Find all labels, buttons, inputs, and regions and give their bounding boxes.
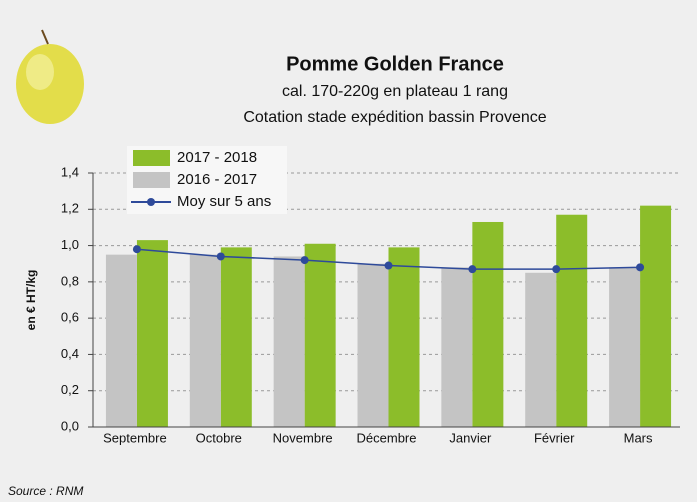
bar [525, 273, 556, 427]
legend-label: Moy sur 5 ans [177, 193, 271, 210]
x-tick-label: Mars [624, 430, 653, 445]
chart-subtitle: Cotation stade expédition bassin Provenc… [243, 109, 546, 126]
y-axis-label: en € HT/kg [24, 270, 38, 331]
bar [389, 247, 420, 427]
x-tick-label: Février [534, 430, 575, 445]
bar [358, 264, 389, 427]
line-point [301, 256, 309, 264]
x-tick-label: Octobre [196, 430, 242, 445]
bar [190, 255, 221, 427]
chart: Pomme Golden France cal. 170-220g en pla… [0, 0, 697, 502]
y-tick-label: 0,0 [61, 418, 79, 433]
line-point [552, 265, 560, 273]
legend-label: 2017 - 2018 [177, 149, 257, 166]
bar [441, 267, 472, 427]
y-tick-label: 0,4 [61, 346, 79, 361]
legend-swatch [133, 172, 170, 188]
y-tick-label: 1,2 [61, 201, 79, 216]
bar [137, 240, 168, 427]
bar [609, 267, 640, 427]
line-point [385, 262, 393, 270]
y-tick-label: 1,4 [61, 164, 79, 179]
bar [106, 255, 137, 427]
bar [221, 247, 252, 427]
bar [556, 215, 587, 427]
y-tick-label: 0,6 [61, 310, 79, 325]
chart-title: Pomme Golden France [286, 53, 504, 75]
y-tick-label: 0,8 [61, 273, 79, 288]
y-tick-label: 0,2 [61, 382, 79, 397]
line-point [217, 252, 225, 260]
source: Source : RNM [8, 484, 83, 498]
bar [472, 222, 503, 427]
y-tick-label: 1,0 [61, 237, 79, 252]
legend-marker [147, 198, 155, 206]
bar [640, 206, 671, 427]
chart-subtitle: cal. 170-220g en plateau 1 rang [282, 83, 508, 100]
x-tick-label: Décembre [357, 430, 417, 445]
line-point [133, 245, 141, 253]
x-tick-label: Septembre [103, 430, 167, 445]
x-tick-label: Novembre [273, 430, 333, 445]
line-point [636, 263, 644, 271]
legend-label: 2016 - 2017 [177, 171, 257, 188]
bar [274, 256, 305, 427]
bar [305, 244, 336, 427]
legend-swatch [133, 150, 170, 166]
line-point [468, 265, 476, 273]
x-tick-label: Janvier [449, 430, 492, 445]
